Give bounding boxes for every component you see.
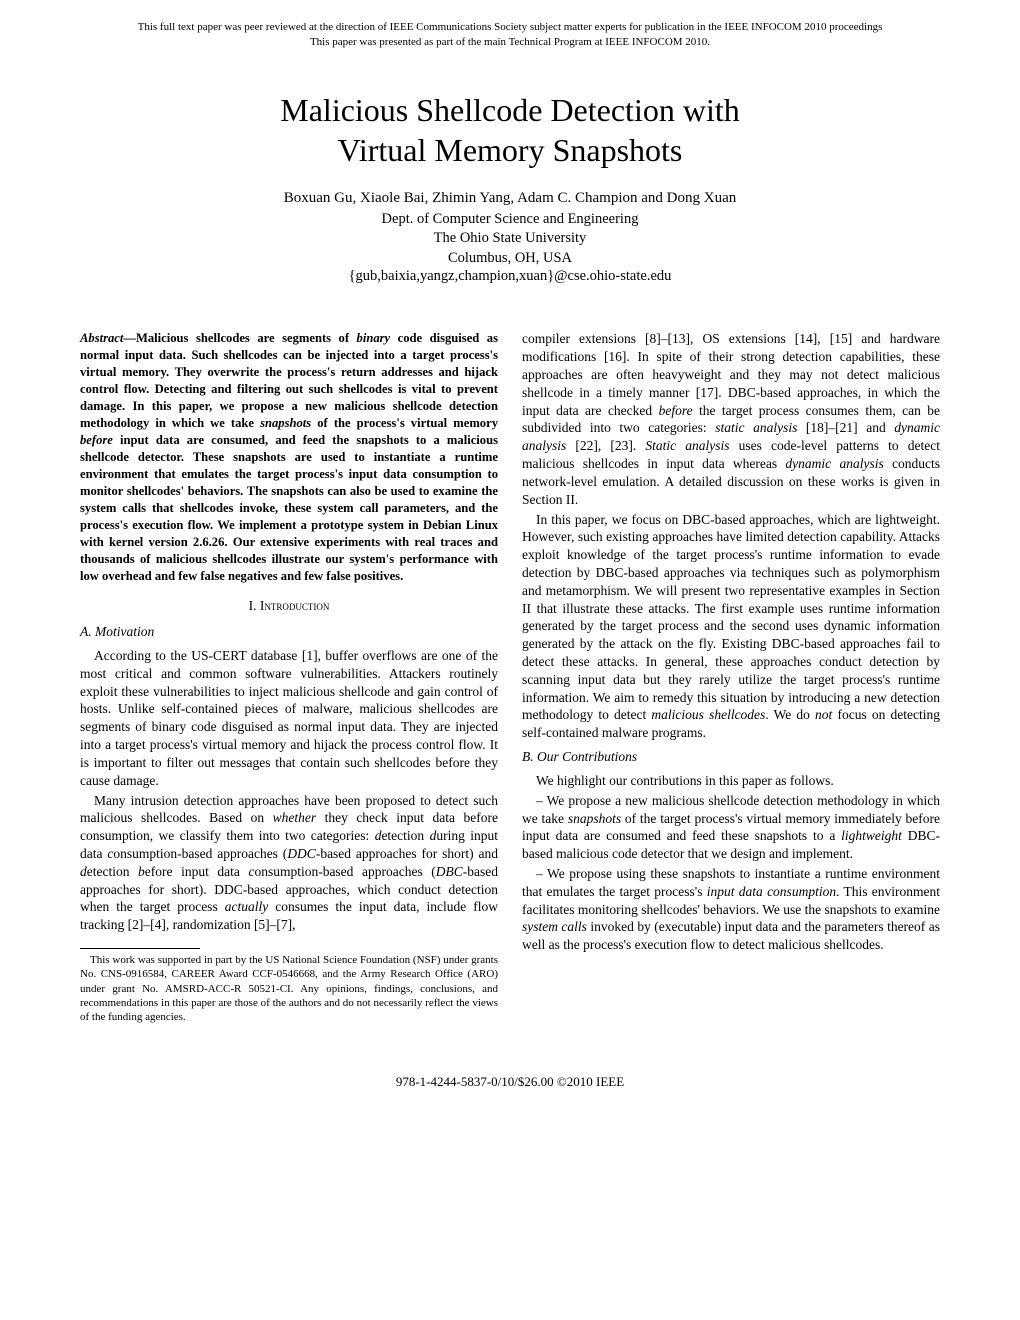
title-line-1: Malicious Shellcode Detection with — [280, 92, 739, 128]
affiliation-univ: The Ohio State University — [80, 229, 940, 249]
mp2-h: efore input data — [145, 864, 249, 879]
rp1-before: before — [659, 403, 693, 418]
mp2-actually: actually — [225, 899, 269, 914]
paper-title: Malicious Shellcode Detection with Virtu… — [80, 90, 940, 170]
mp2-b1: b — [138, 864, 145, 879]
cb1-snapshots: snapshots — [568, 811, 621, 826]
abstract-binary: binary — [357, 331, 391, 345]
footnote-acknowledgment: This work was supported in part by the U… — [80, 953, 498, 1024]
abstract-snapshots: snapshots — [260, 416, 311, 430]
mp2-c: etection — [381, 828, 429, 843]
motivation-para-1: According to the US-CERT database [1], b… — [80, 647, 498, 790]
section-1-heading: I. Introduction — [80, 597, 498, 615]
cb2-syscalls: system calls — [522, 919, 587, 934]
two-column-body: Abstract—Malicious shellcodes are segmen… — [80, 330, 940, 1024]
mp2-ddc: DDC- — [287, 846, 320, 861]
contrib-intro: We highlight our contributions in this p… — [522, 772, 940, 790]
copyright-footer: 978-1-4244-5837-0/10/$26.00 ©2010 IEEE — [80, 1074, 940, 1090]
rp2-a: In this paper, we focus on DBC-based app… — [522, 512, 940, 723]
proceedings-header: This full text paper was peer reviewed a… — [80, 20, 940, 50]
rp1-c: [18]–[21] and — [797, 420, 894, 435]
abstract-text-1c: of the process's virtual memory — [311, 416, 498, 430]
header-line-2: This paper was presented as part of the … — [310, 36, 710, 48]
right-para-2: In this paper, we focus on DBC-based app… — [522, 511, 940, 743]
right-para-1: compiler extensions [8]–[13], OS extensi… — [522, 330, 940, 508]
subsection-b: B. Our Contributions — [522, 748, 940, 766]
rp2-not: not — [815, 707, 832, 722]
cb1-lightweight: lightweight — [841, 828, 902, 843]
paper-page: This full text paper was peer reviewed a… — [0, 0, 1020, 1120]
affiliation-city: Columbus, OH, USA — [80, 249, 940, 269]
abstract-block: Abstract—Malicious shellcodes are segmen… — [80, 330, 498, 585]
affiliation-dept: Dept. of Computer Science and Engineerin… — [80, 210, 940, 230]
rp1-static: static analysis — [715, 420, 797, 435]
contrib-bullet-1: – We propose a new malicious shellcode d… — [522, 792, 940, 863]
section-1-number: I. — [249, 598, 260, 613]
rp2-b: . We do — [765, 707, 815, 722]
rp2-malshell: malicious shellcodes — [651, 707, 765, 722]
rp1-d: [22], [23]. — [566, 438, 645, 453]
mp2-g: etection — [87, 864, 138, 879]
right-column: compiler extensions [8]–[13], OS extensi… — [522, 330, 940, 1024]
footnote-separator — [80, 948, 200, 949]
abstract-dash: — — [123, 331, 136, 345]
mp2-dbc: DBC- — [436, 864, 468, 879]
mp2-f: based approaches for short) and — [320, 846, 498, 861]
author-emails: {gub,baixia,yangz,champion,xuan}@cse.ohi… — [80, 268, 940, 285]
cb2-idc: input data consumption — [707, 884, 836, 899]
rp1-static2: Static analysis — [645, 438, 729, 453]
abstract-before: before — [80, 433, 113, 447]
mp2-whether: whether — [273, 810, 317, 825]
contrib-bullet-2: – We propose using these snapshots to in… — [522, 865, 940, 954]
mp2-d3: d — [80, 864, 87, 879]
rp1-dynamic2: dynamic analysis — [785, 456, 883, 471]
motivation-para-2: Many intrusion detection approaches have… — [80, 792, 498, 935]
abstract-text-1a: Malicious shellcodes are segments of — [136, 331, 357, 345]
abstract-label: Abstract — [80, 331, 123, 345]
mp2-i: onsumption-based approaches ( — [254, 864, 435, 879]
subsection-a: A. Motivation — [80, 623, 498, 641]
left-column: Abstract—Malicious shellcodes are segmen… — [80, 330, 498, 1024]
abstract-text-1d: input data are consumed, and feed the sn… — [80, 433, 498, 583]
author-list: Boxuan Gu, Xiaole Bai, Zhimin Yang, Adam… — [80, 190, 940, 207]
section-1-title: Introduction — [260, 598, 330, 613]
mp2-e: onsumption-based approaches ( — [113, 846, 287, 861]
title-line-2: Virtual Memory Snapshots — [338, 132, 683, 168]
header-line-1: This full text paper was peer reviewed a… — [138, 21, 883, 33]
